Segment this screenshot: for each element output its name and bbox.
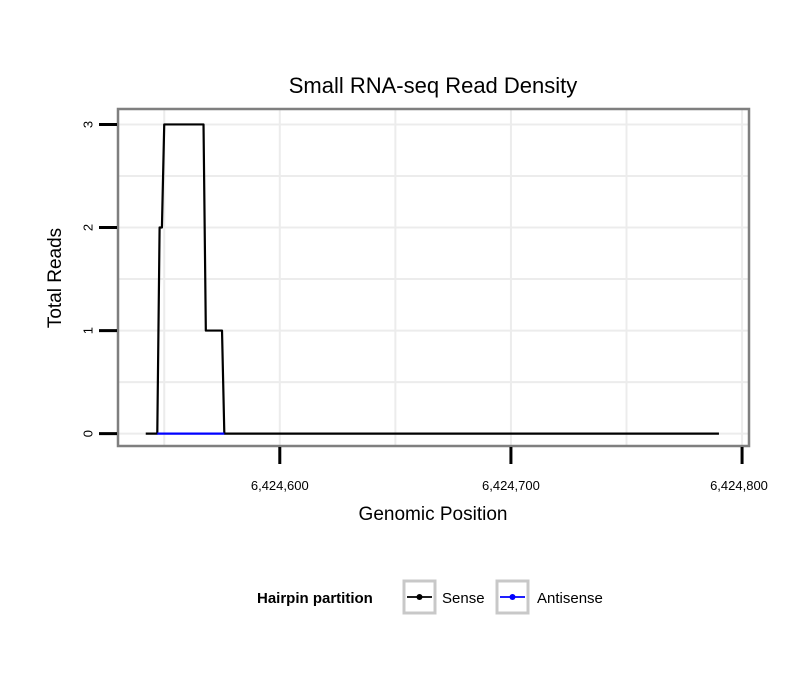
legend-key-sense-point [416,594,423,600]
legend-item-sense: Sense [402,579,485,615]
gridlines [118,109,749,446]
plot-panel-border [116,107,751,448]
x-tick-label: 6,424,800 [710,478,768,493]
y-tick-label: 2 [81,224,96,231]
x-tick-label: 6,424,600 [251,478,309,493]
legend-item-antisense: Antisense [495,579,603,615]
chart-title: Small RNA-seq Read Density [289,73,578,98]
legend-label-antisense: Antisense [537,590,603,607]
series-line-sense [145,123,719,435]
legend: Hairpin partition Sense Antisense [257,579,603,615]
y-axis: 0 1 2 3 [81,121,117,437]
x-axis: 6,424,600 6,424,700 6,424,800 [251,447,768,493]
y-tick-label: 0 [81,430,96,437]
x-axis-title: Genomic Position [359,504,508,525]
x-tick-label: 6,424,700 [482,478,540,493]
legend-title: Hairpin partition [257,590,373,607]
y-tick-label: 1 [81,327,96,334]
y-axis-title: Total Reads [45,228,66,328]
legend-label-sense: Sense [442,590,485,607]
legend-key-antisense-point [509,594,516,600]
series-layer [145,123,719,435]
y-tick-label: 3 [81,121,96,128]
